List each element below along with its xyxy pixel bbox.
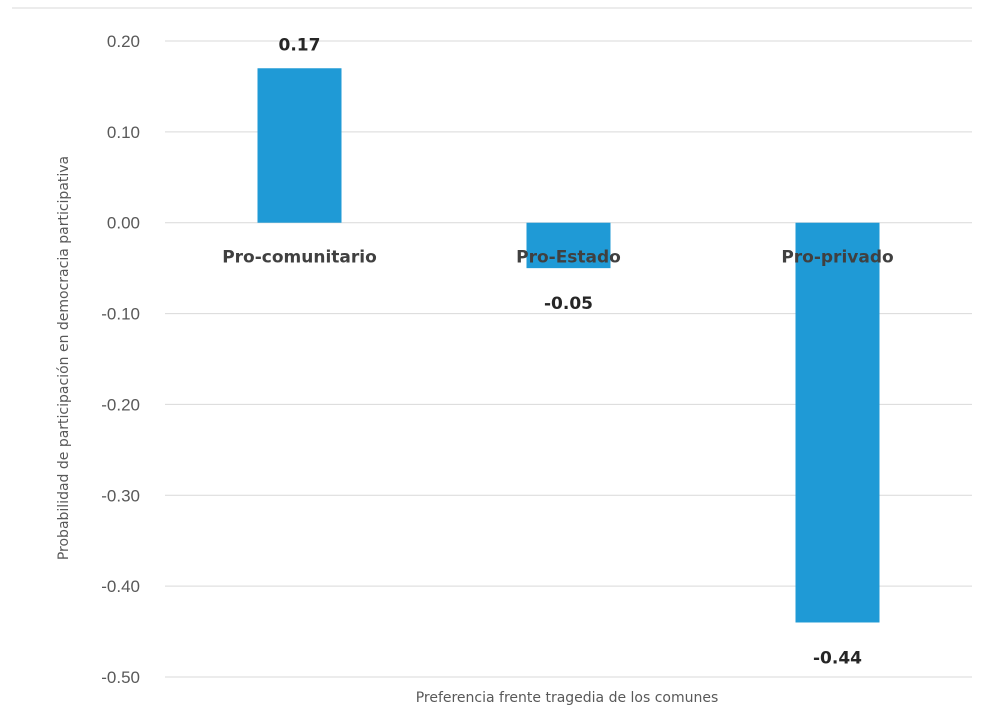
y-axis-label: Probabilidad de participación en democra… [56, 156, 72, 560]
bar [257, 68, 342, 223]
category-label: Pro-privado [781, 248, 893, 268]
y-axis-ticks: 0.20 0.10 0.00 -0.10 -0.20 -0.30 -0.40 -0.50 [101, 32, 140, 687]
y-tick-label: -0.30 [101, 486, 140, 505]
category-label: Pro-comunitario [222, 248, 377, 268]
data-label: -0.44 [813, 648, 862, 668]
y-tick-label: -0.20 [101, 395, 140, 414]
y-tick-label: -0.50 [101, 668, 140, 687]
data-labels: 0.17 -0.05 -0.44 [279, 35, 863, 668]
bars [257, 68, 880, 623]
y-tick-label: 0.00 [107, 214, 140, 233]
x-axis-label: Preferencia frente tragedia de los comun… [416, 690, 719, 706]
data-label: -0.05 [544, 294, 593, 314]
bar [526, 222, 611, 269]
y-tick-label: 0.20 [107, 32, 140, 51]
bar [795, 222, 880, 623]
category-labels: Pro-comunitario Pro-Estado Pro-privado [222, 248, 893, 268]
category-label: Pro-Estado [516, 248, 621, 268]
y-tick-label: 0.10 [107, 123, 140, 142]
data-label: 0.17 [279, 35, 321, 55]
y-tick-label: -0.40 [101, 577, 140, 596]
y-tick-label: -0.10 [101, 305, 140, 324]
